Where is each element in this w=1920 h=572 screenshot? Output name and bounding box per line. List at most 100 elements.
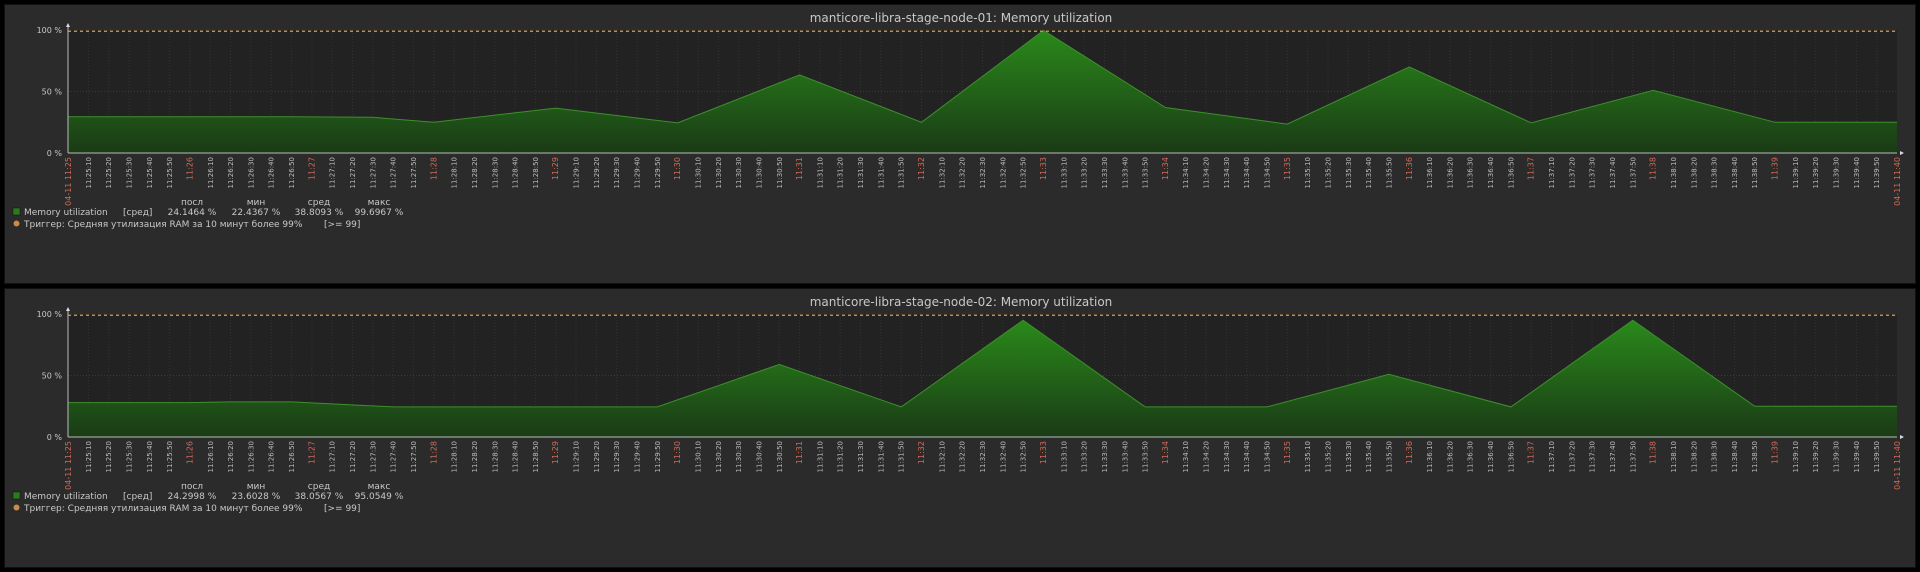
x-tick-label: 11:27:30 [369, 157, 377, 188]
x-tick-label: 11:29:40 [634, 441, 642, 472]
x-tick-label: 11:34:40 [1243, 157, 1251, 188]
x-tick-label: 11:26 [185, 441, 194, 464]
x-tick-label: 11:34:20 [1203, 157, 1211, 188]
x-tick-label: 11:29:10 [573, 441, 581, 472]
x-tick-label: 11:30 [673, 441, 682, 464]
x-tick-label: 11:25:40 [146, 441, 154, 472]
legend-header: макс [368, 198, 391, 208]
x-tick-label: 11:30:10 [695, 157, 703, 188]
x-tick-label: 11:33:40 [1121, 441, 1129, 472]
x-tick-label: 11:34:50 [1264, 441, 1272, 472]
x-tick-label: 11:30:20 [715, 441, 723, 472]
legend-trigger-condition: [>= 99] [324, 504, 360, 514]
x-tick-label: 11:38:40 [1731, 157, 1739, 188]
legend-value: 38.8093 % [295, 208, 344, 218]
x-tick-label: 11:29:40 [634, 157, 642, 188]
x-tick-label: 11:37:20 [1568, 441, 1576, 472]
x-tick-label: 11:31:10 [816, 441, 824, 472]
x-tick-label: 11:39:40 [1853, 441, 1861, 472]
y-tick-label: 100 % [37, 310, 63, 319]
x-tick-label: 11:39:40 [1853, 157, 1861, 188]
x-tick-label: 11:27:50 [410, 157, 418, 188]
x-tick-label: 11:27:20 [349, 157, 357, 188]
x-tick-label: 11:25:30 [126, 157, 134, 188]
x-tick-label: 11:34:10 [1182, 441, 1190, 472]
legend-value: 38.0567 % [295, 492, 344, 502]
x-tick-label: 11:29:10 [573, 157, 581, 188]
x-tick-label: 11:32:40 [999, 157, 1007, 188]
x-axis-arrow [1900, 435, 1904, 439]
legend-function: [сред] [123, 208, 152, 218]
legend-trigger-text: Триггер: Средняя утилизация RAM за 10 ми… [23, 504, 303, 514]
x-tick-label: 11:36:10 [1426, 157, 1434, 188]
x-tick-label: 11:36:30 [1467, 441, 1475, 472]
x-tick-label: 11:26:40 [268, 441, 276, 472]
x-tick-label: 11:38:30 [1711, 441, 1719, 472]
x-tick-label: 11:31 [795, 157, 804, 180]
x-tick-label: 11:34:30 [1223, 157, 1231, 188]
x-tick-label: 11:38 [1649, 157, 1658, 180]
x-tick-label: 11:35:20 [1325, 441, 1333, 472]
x-tick-label: 11:30:50 [776, 157, 784, 188]
x-tick-label: 11:35:30 [1345, 157, 1353, 188]
legend-header: сред [308, 482, 330, 492]
x-tick-label: 11:33:30 [1101, 441, 1109, 472]
x-tick-label: 11:35:20 [1325, 157, 1333, 188]
memory-chart-node-01[interactable]: manticore-libra-stage-node-01: Memory ut… [5, 5, 1917, 285]
x-tick-label: 11:25:10 [85, 157, 93, 188]
legend-series-name: Memory utilization [24, 492, 108, 502]
x-tick-label: 11:38:30 [1711, 157, 1719, 188]
x-tick-label: 11:37:10 [1548, 441, 1556, 472]
x-tick-label: 11:26:10 [207, 157, 215, 188]
x-tick-label: 11:31:50 [898, 157, 906, 188]
x-tick-label: 11:37:40 [1609, 157, 1617, 188]
x-tick-label: 11:32:30 [979, 441, 987, 472]
x-tick-label: 11:28:20 [471, 157, 479, 188]
x-tick-label: 11:26:30 [247, 441, 255, 472]
chart-title: manticore-libra-stage-node-02: Memory ut… [810, 295, 1113, 309]
legend-function: [сред] [123, 492, 152, 502]
x-tick-label: 11:32:10 [938, 441, 946, 472]
x-tick-label: 11:31:40 [877, 441, 885, 472]
trigger-dot-icon [13, 220, 20, 227]
x-tick-label: 11:27:30 [369, 441, 377, 472]
x-tick-label: 11:25:30 [126, 441, 134, 472]
memory-chart-node-02[interactable]: manticore-libra-stage-node-02: Memory ut… [5, 289, 1917, 569]
x-tick-label: 11:25:50 [166, 441, 174, 472]
x-tick-label: 11:28 [429, 441, 438, 464]
x-tick-label: 11:27:10 [329, 441, 337, 472]
x-tick-label: 11:35:50 [1385, 441, 1393, 472]
x-tick-label: 11:28:10 [451, 441, 459, 472]
legend-value: 22.4367 % [232, 208, 281, 218]
x-tick-label: 11:27 [307, 157, 316, 180]
memory-utilization-area [68, 30, 1897, 153]
x-tick-label: 11:35:40 [1365, 441, 1373, 472]
x-tick-label: 11:31:30 [857, 157, 865, 188]
x-tick-label: 11:39 [1771, 441, 1780, 464]
x-tick-label: 11:39:50 [1873, 157, 1881, 188]
x-tick-label: 11:29:50 [654, 157, 662, 188]
x-tick-label: 11:31:30 [857, 441, 865, 472]
x-tick-label: 11:37:40 [1609, 441, 1617, 472]
y-tick-label: 50 % [42, 88, 63, 97]
x-tick-label: 11:26:20 [227, 157, 235, 188]
x-tick-label: 11:26:40 [268, 157, 276, 188]
x-tick-label: 11:36:30 [1467, 157, 1475, 188]
x-tick-label: 11:32 [917, 157, 926, 180]
x-tick-label: 11:31:20 [837, 157, 845, 188]
x-tick-label: 11:32:50 [1020, 157, 1028, 188]
x-tick-label: 11:38:10 [1670, 157, 1678, 188]
x-tick-label: 11:27 [307, 441, 316, 464]
legend-value: 24.2998 % [168, 492, 217, 502]
x-tick-label: 11:28 [429, 157, 438, 180]
x-tick-label: 11:38 [1649, 441, 1658, 464]
legend-header: макс [368, 482, 391, 492]
legend-header: мин [247, 482, 266, 492]
x-tick-label: 11:30:40 [756, 441, 764, 472]
x-tick-label: 11:39:20 [1812, 441, 1820, 472]
x-tick-label: 11:38:20 [1690, 441, 1698, 472]
legend-series-swatch [12, 207, 21, 216]
x-tick-label: 11:33:50 [1142, 157, 1150, 188]
y-tick-label: 0 % [47, 433, 63, 442]
x-tick-label: 11:34:20 [1203, 441, 1211, 472]
